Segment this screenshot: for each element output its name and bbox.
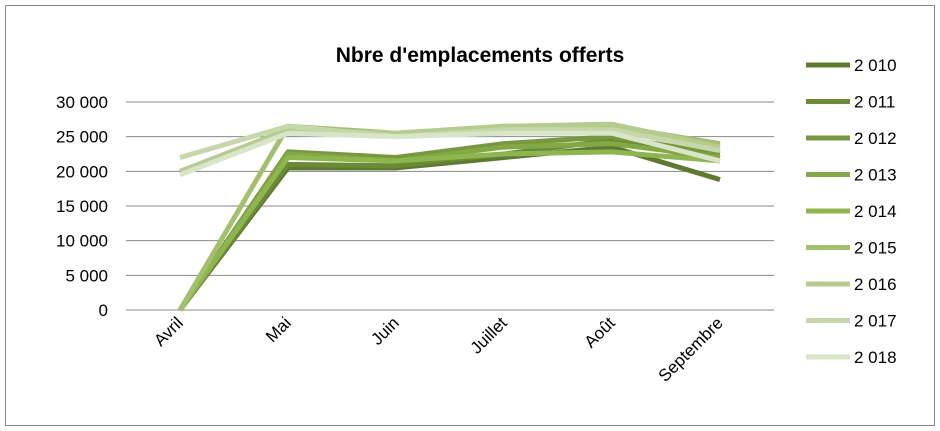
legend-label: 2 015: [854, 239, 897, 258]
chart-title: Nbre d'emplacements offerts: [336, 44, 625, 67]
y-tick-label: 30 000: [56, 93, 108, 112]
legend-label: 2 014: [854, 202, 897, 221]
legend-label: 2 016: [854, 275, 897, 294]
y-tick-label: 20 000: [56, 162, 108, 181]
series-line: [177, 149, 721, 312]
y-tick-label: 10 000: [56, 232, 108, 251]
frame: [5, 5, 935, 426]
legend-label: 2 012: [854, 129, 897, 148]
legend-label: 2 017: [854, 312, 897, 331]
y-tick-label: 5 000: [65, 266, 108, 285]
y-tick-label: 15 000: [56, 197, 108, 216]
legend-label: 2 013: [854, 166, 897, 185]
y-tick-label: 25 000: [56, 128, 108, 147]
series-line: [179, 121, 721, 174]
y-tick-label: 0: [99, 301, 108, 320]
legend-label: 2 010: [854, 56, 897, 75]
legend-label: 2 018: [854, 348, 897, 367]
legend-label: 2 011: [854, 93, 895, 112]
series-line: [179, 130, 721, 178]
